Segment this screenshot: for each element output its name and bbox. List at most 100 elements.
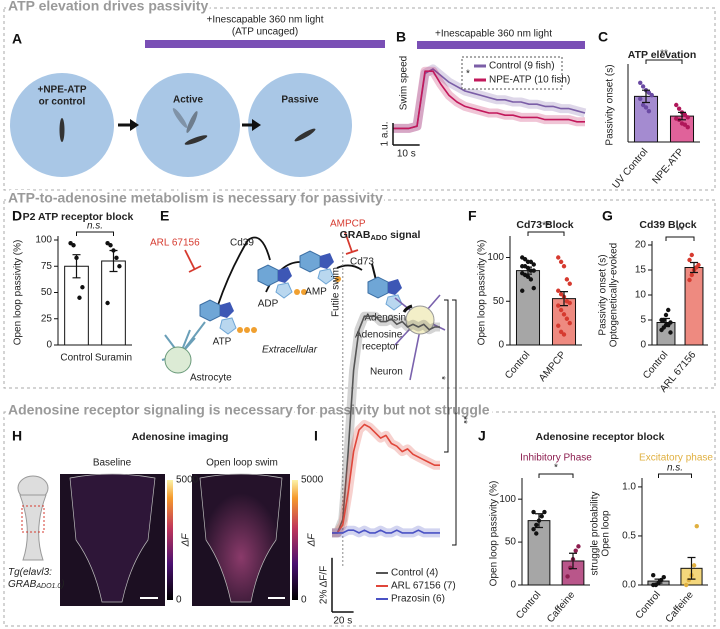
significance-bracket — [527, 231, 565, 236]
data-point — [568, 565, 573, 571]
panel-letter: D — [12, 208, 22, 224]
data-point — [531, 285, 536, 291]
data-point — [531, 527, 536, 532]
data-point — [685, 125, 690, 130]
panel-letter: B — [396, 29, 406, 45]
data-point — [108, 243, 113, 248]
larva-body — [19, 494, 47, 561]
significance-bracket — [452, 299, 457, 546]
molecule — [317, 268, 335, 285]
molecule — [219, 317, 237, 335]
y-tick-label: 0.5 — [622, 531, 636, 542]
bar — [633, 95, 659, 143]
stage-label: or control — [39, 97, 86, 108]
inhibition — [344, 231, 359, 255]
data-point — [573, 548, 578, 553]
data-point — [525, 274, 531, 279]
fish — [59, 108, 316, 145]
data-point — [666, 307, 671, 313]
data-point — [564, 316, 570, 321]
series-line — [332, 529, 440, 534]
data-point — [534, 522, 539, 528]
stage-label: +NPE-ATP — [38, 85, 87, 96]
colorbar-max: 5000 — [176, 475, 199, 486]
light-period — [417, 41, 585, 49]
data-point — [558, 307, 564, 313]
fish — [186, 111, 198, 133]
y-scale-label: 2% ΔF/F — [319, 566, 330, 604]
data-point — [565, 574, 570, 579]
bar — [527, 520, 551, 586]
error-bar — [535, 513, 543, 529]
y-tick-label: 0 — [46, 340, 52, 351]
astrocyte-process — [161, 321, 206, 361]
data-point — [640, 84, 646, 89]
phosphate — [237, 327, 243, 333]
data-point — [71, 243, 76, 248]
receptor-label: receptor — [362, 342, 399, 353]
enzyme-label: Cd73 — [350, 257, 374, 268]
significance-bracket — [658, 473, 692, 478]
data-point — [561, 264, 567, 269]
data-point — [528, 277, 534, 282]
colorbar-label: ΔF — [181, 533, 192, 548]
panel-letter: I — [314, 428, 318, 444]
data-point — [640, 102, 646, 108]
significance-label: ** — [457, 416, 468, 424]
colorbar-max: 5000 — [301, 475, 324, 486]
data-point — [638, 80, 643, 86]
y-axis-label: Open loop passivity (%) — [477, 240, 488, 346]
y-tick-label: 5 — [640, 315, 646, 326]
data-point — [542, 509, 547, 515]
data-point — [105, 300, 110, 306]
image-label: Open loop swim — [206, 458, 278, 469]
amp-molecule — [299, 250, 341, 285]
series-line — [393, 70, 585, 130]
section-title: ATP-to-adenosine metabolism is necessary… — [8, 190, 383, 206]
inhibitor-label: AMPCP — [330, 219, 366, 230]
significance-label: n.s. — [87, 221, 103, 232]
data-point — [520, 288, 525, 293]
fish — [184, 135, 208, 145]
error-bar — [524, 266, 532, 275]
larva-schematic — [17, 475, 49, 561]
fish — [59, 118, 65, 142]
data-point — [531, 262, 536, 267]
cell-label: Astrocyte — [190, 373, 232, 384]
panel-title: Adenosine receptor block — [536, 431, 665, 443]
y-tick-label: 0 — [498, 340, 504, 351]
molecule-label: Adenosine — [364, 313, 412, 324]
transgenic-line: GRAB — [8, 579, 37, 590]
chart-title: Cd73 Block — [516, 219, 573, 231]
y-axis-label: struggle probability — [590, 492, 601, 576]
panel-letter: E — [160, 208, 169, 224]
fish — [294, 128, 316, 142]
legend-label: NPE-ATP (10 fish) — [489, 75, 570, 86]
light-bar — [145, 40, 385, 48]
error-bar — [654, 578, 663, 584]
data-point — [649, 92, 654, 98]
y-tick-label: 75 — [41, 261, 53, 272]
reaction-arrow — [371, 263, 377, 281]
section-frame — [3, 7, 716, 191]
legend-label: Control (4) — [391, 568, 438, 579]
error-bar — [678, 111, 686, 121]
y-tick-label: 0.0 — [622, 580, 636, 591]
panel-h: Adenosine imaging Baseline Open loop swi… — [8, 431, 324, 606]
panel-title: Adenosine imaging — [132, 431, 229, 443]
data-point — [685, 115, 690, 120]
y-tick-label: 10 — [635, 290, 647, 301]
brain-outline — [199, 473, 283, 603]
molecule — [278, 267, 292, 283]
transgenic-line: Tg(elavl3: — [8, 567, 52, 578]
significance-label: * — [435, 376, 446, 380]
x-tick-label: Suramin — [95, 353, 132, 364]
data-point — [80, 285, 85, 290]
data-point — [534, 531, 539, 536]
chart-subtitle: Excitatory phase — [639, 453, 713, 464]
data-point — [646, 108, 652, 114]
error-bar — [687, 556, 696, 580]
colorbar-min: 0 — [301, 595, 307, 606]
chart-title: GRABADO signal — [340, 229, 421, 242]
significance-label: ** — [676, 226, 684, 237]
